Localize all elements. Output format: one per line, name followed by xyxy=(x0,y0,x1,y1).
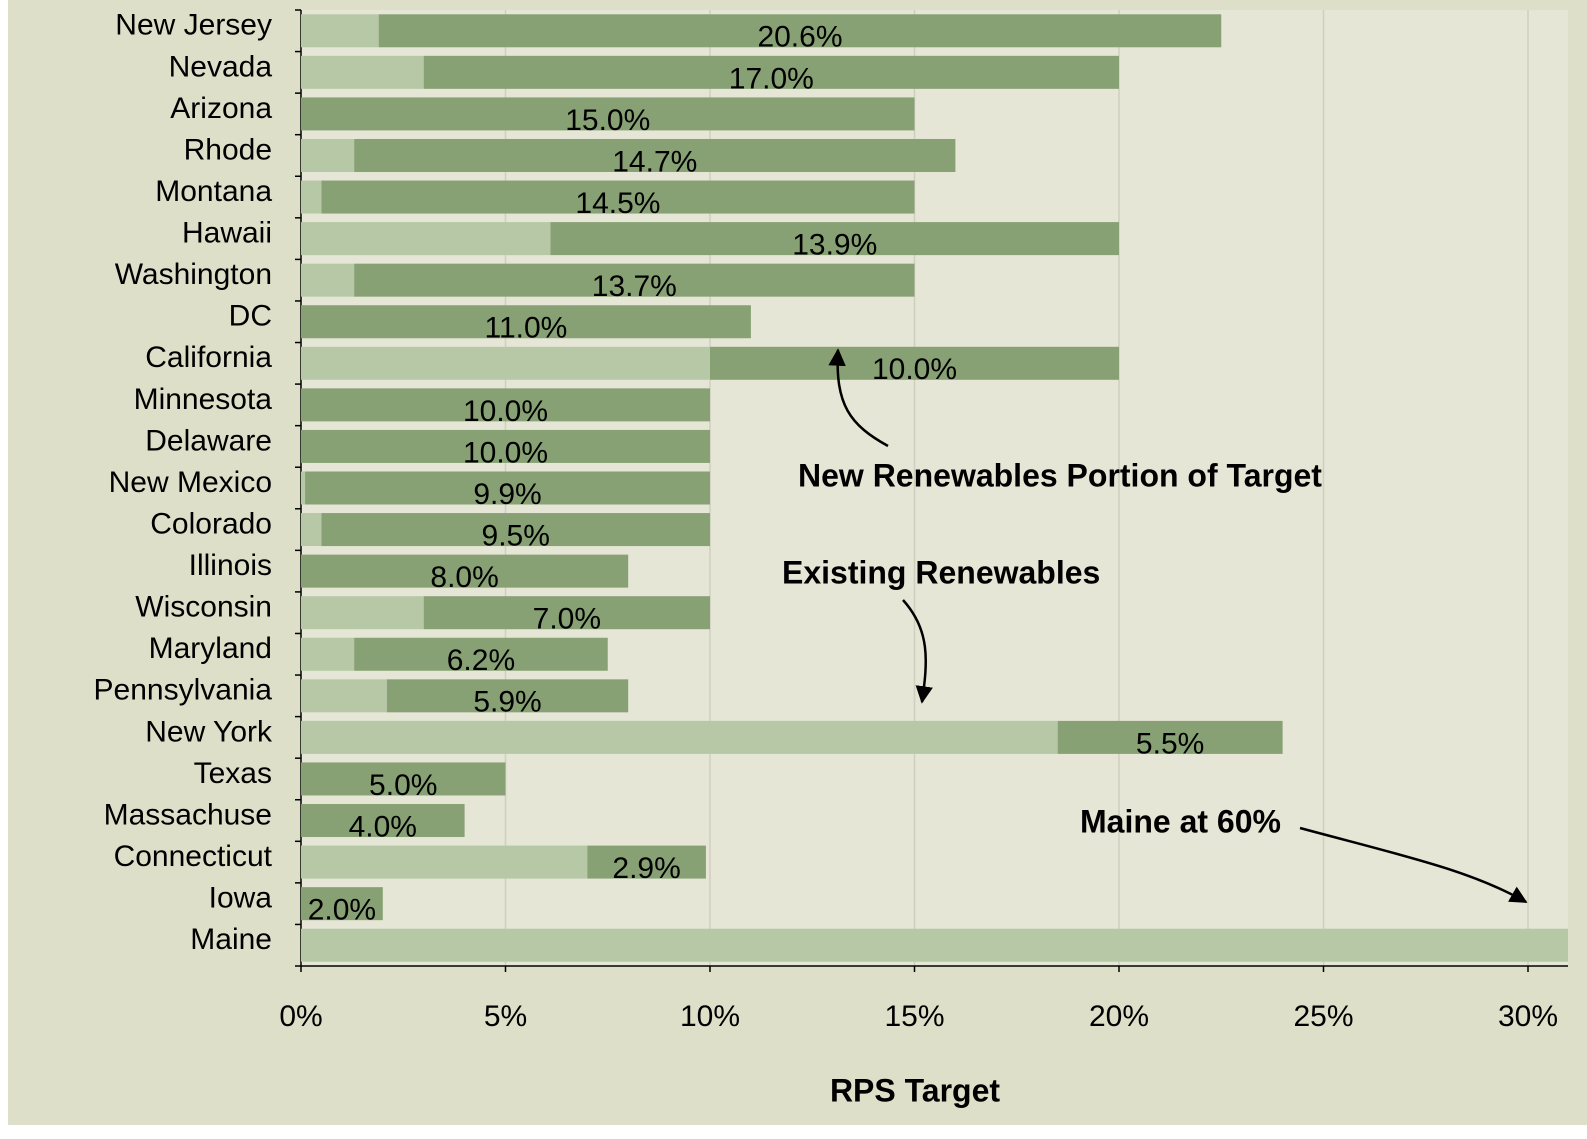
bar-segment xyxy=(354,637,608,671)
y-tick-label: Nevada xyxy=(169,50,273,83)
y-tick-label: Pennsylvania xyxy=(94,674,273,707)
data-label: 10.0% xyxy=(463,395,548,428)
bar-segment xyxy=(301,596,424,630)
data-label: 14.7% xyxy=(612,145,697,178)
data-label: 17.0% xyxy=(729,62,814,95)
y-tick-label: Maine xyxy=(190,923,272,956)
bar-segment xyxy=(301,720,1058,754)
bar-segment xyxy=(301,222,551,256)
bar-segment xyxy=(301,471,306,505)
x-tick-label: 25% xyxy=(1293,1000,1353,1033)
y-tick-label: Massachuse xyxy=(104,798,272,831)
data-label: 9.9% xyxy=(473,478,541,511)
data-label: 8.0% xyxy=(430,561,498,594)
y-tick-label: Washington xyxy=(115,258,272,291)
bar-segment xyxy=(301,263,355,297)
bar-segment xyxy=(301,429,710,463)
data-label: 7.0% xyxy=(533,603,601,636)
data-label: 11.0% xyxy=(485,312,568,345)
bar-segment xyxy=(1057,720,1283,754)
y-tick-label: Rhode xyxy=(184,133,272,166)
data-label: 5.5% xyxy=(1136,727,1204,760)
data-label: 10.0% xyxy=(463,436,548,469)
bar-segment xyxy=(321,180,915,214)
y-tick-label: Montana xyxy=(155,175,272,208)
y-tick-label: DC xyxy=(229,300,272,333)
bar-segment xyxy=(550,222,1119,256)
y-tick-label: Connecticut xyxy=(114,840,273,873)
bar-segment xyxy=(301,388,710,422)
bar-segment xyxy=(301,637,355,671)
data-label: 4.0% xyxy=(349,810,417,843)
bar-segment xyxy=(301,55,424,89)
y-tick-label: Wisconsin xyxy=(135,591,272,624)
data-label: 13.7% xyxy=(592,270,677,303)
bar-segment xyxy=(321,513,710,547)
bar-segment xyxy=(301,804,465,838)
data-label: 10.0% xyxy=(872,353,957,386)
bar-segment xyxy=(305,471,710,505)
x-tick-label: 0% xyxy=(279,1000,322,1033)
bar-segment xyxy=(378,14,1222,48)
bar-segment xyxy=(301,97,915,131)
bar-segment xyxy=(301,138,355,172)
bar-segment xyxy=(423,55,1119,89)
bar-segment xyxy=(423,596,710,630)
y-tick-label: Minnesota xyxy=(134,383,273,416)
y-tick-label: Delaware xyxy=(145,424,272,457)
data-label: 14.5% xyxy=(575,187,660,220)
y-tick-label: Arizona xyxy=(170,92,272,125)
y-tick-label: Hawaii xyxy=(182,217,272,250)
data-label: 15.0% xyxy=(565,104,650,137)
x-tick-label: 30% xyxy=(1498,1000,1558,1033)
bar-segment xyxy=(301,928,1568,962)
annotation: Existing Renewables xyxy=(782,554,1100,590)
data-label: 2.0% xyxy=(308,894,376,927)
y-tick-label: California xyxy=(145,341,272,374)
bar-segment xyxy=(301,845,588,879)
bar-segment xyxy=(301,679,387,713)
data-label: 9.5% xyxy=(482,519,550,552)
data-label: 5.0% xyxy=(369,769,437,802)
x-tick-label: 15% xyxy=(884,1000,944,1033)
annotation: Maine at 60% xyxy=(1080,803,1281,839)
bar-segment xyxy=(301,180,322,214)
bar-segment xyxy=(710,346,1119,380)
bar-segment xyxy=(301,762,506,796)
bar-segment xyxy=(301,513,322,547)
y-tick-label: New Jersey xyxy=(115,9,272,42)
x-tick-label: 10% xyxy=(680,1000,740,1033)
bar-segment xyxy=(301,887,383,921)
x-tick-label: 5% xyxy=(484,1000,527,1033)
y-tick-label: New Mexico xyxy=(109,466,272,499)
y-tick-label: Maryland xyxy=(149,632,272,665)
arrow xyxy=(1299,826,1528,904)
annotation: New Renewables Portion of Target xyxy=(798,457,1322,493)
y-tick-label: Texas xyxy=(194,757,272,790)
data-label: 2.9% xyxy=(612,852,680,885)
y-tick-label: New York xyxy=(145,715,273,748)
y-tick-label: Illinois xyxy=(189,549,272,582)
arrow xyxy=(828,348,889,448)
bar-segment xyxy=(386,679,629,713)
data-label: 13.9% xyxy=(792,229,877,262)
bar-segment xyxy=(301,305,751,339)
bar-segment xyxy=(354,263,915,297)
y-tick-label: Iowa xyxy=(209,882,273,915)
bar-segment xyxy=(354,138,956,172)
bar-segment xyxy=(587,845,706,879)
bar-segment xyxy=(301,554,629,588)
x-axis-title: RPS Target xyxy=(830,1072,1000,1108)
y-tick-label: Colorado xyxy=(150,507,272,540)
bar-segment xyxy=(301,346,710,380)
data-label: 6.2% xyxy=(447,644,515,677)
arrow xyxy=(902,599,933,704)
x-tick-label: 20% xyxy=(1089,1000,1149,1033)
bar-segment xyxy=(301,14,379,48)
data-label: 20.6% xyxy=(757,21,842,54)
data-label: 5.9% xyxy=(473,686,541,719)
